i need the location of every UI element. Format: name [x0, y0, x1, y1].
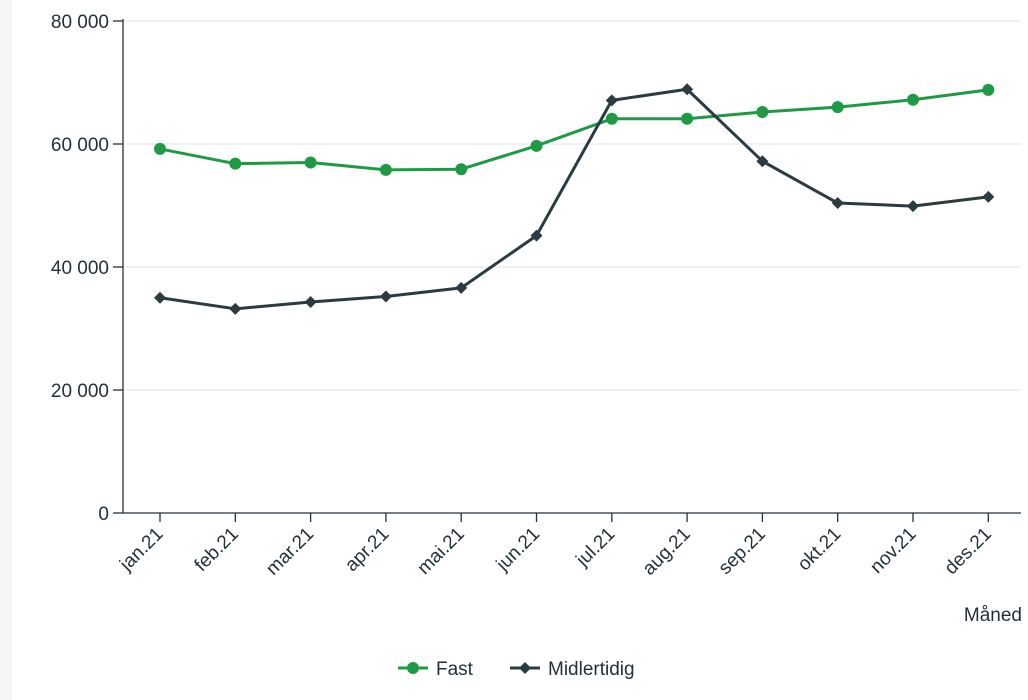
legend: Fast Midlertidig	[398, 659, 635, 680]
y-tick-label: 0	[98, 504, 109, 525]
axes	[122, 19, 1021, 514]
x-tick-label: mai.21	[414, 524, 469, 579]
data-point	[154, 142, 166, 155]
series-midlertidig	[154, 83, 995, 315]
x-tick-label: jan.21	[115, 524, 167, 576]
x-tick-label: nov.21	[866, 524, 920, 578]
chart-card	[12, 0, 1028, 700]
data-point	[681, 112, 694, 125]
series-fast	[154, 83, 995, 176]
data-point	[756, 106, 769, 119]
series-line	[159, 88, 989, 172]
data-point	[455, 163, 468, 176]
data-point	[304, 156, 317, 169]
y-tick-label: 40 000	[51, 258, 109, 279]
legend-item-fast: Fast	[398, 659, 474, 680]
x-tick-label: des.21	[941, 524, 996, 579]
data-point	[519, 662, 531, 674]
y-tick-label: 20 000	[51, 381, 109, 402]
data-point	[681, 83, 694, 96]
legend-item-midlertidig: Midlertidig	[510, 659, 635, 680]
y-tick-label: 60 000	[51, 135, 109, 156]
x-tick-label: aug.21	[639, 524, 695, 580]
data-point	[407, 662, 419, 674]
x-tick-label: sep.21	[715, 524, 770, 579]
data-point	[229, 302, 242, 315]
data-point	[229, 157, 242, 170]
legend-label: Fast	[436, 659, 474, 680]
series	[154, 83, 995, 315]
data-point	[605, 94, 618, 107]
x-tick-label: okt.21	[794, 524, 845, 575]
legend-label: Midlertidig	[548, 659, 635, 680]
data-point	[605, 112, 618, 125]
x-tick-label: apr.21	[341, 524, 393, 576]
data-point	[907, 200, 919, 213]
data-point	[154, 291, 166, 304]
data-point	[379, 290, 392, 303]
grid-lines	[123, 20, 1021, 391]
data-point	[907, 93, 919, 106]
x-axis-ticks: jan.21 feb.21 mar.21 apr.21 mai.21 jun.21 jul.…	[115, 513, 996, 580]
x-tick-label: feb.21	[191, 524, 243, 576]
data-point	[982, 83, 995, 96]
data-point	[831, 101, 844, 114]
data-point	[831, 197, 844, 210]
x-axis-title: Måned	[964, 605, 1022, 626]
data-point	[530, 229, 543, 242]
data-point	[304, 296, 317, 309]
x-tick-label: mar.21	[262, 524, 318, 580]
x-tick-label: jun.21	[492, 524, 544, 576]
data-point	[982, 190, 995, 203]
x-tick-label: jul.21	[572, 524, 620, 572]
series-line	[159, 87, 989, 311]
y-axis-ticks: 0 20 000 40 000 60 000 80 000	[51, 12, 123, 525]
data-point	[379, 163, 392, 176]
y-tick-label: 80 000	[51, 12, 109, 33]
data-point	[756, 155, 769, 168]
data-point	[455, 281, 468, 294]
data-point	[530, 139, 543, 152]
